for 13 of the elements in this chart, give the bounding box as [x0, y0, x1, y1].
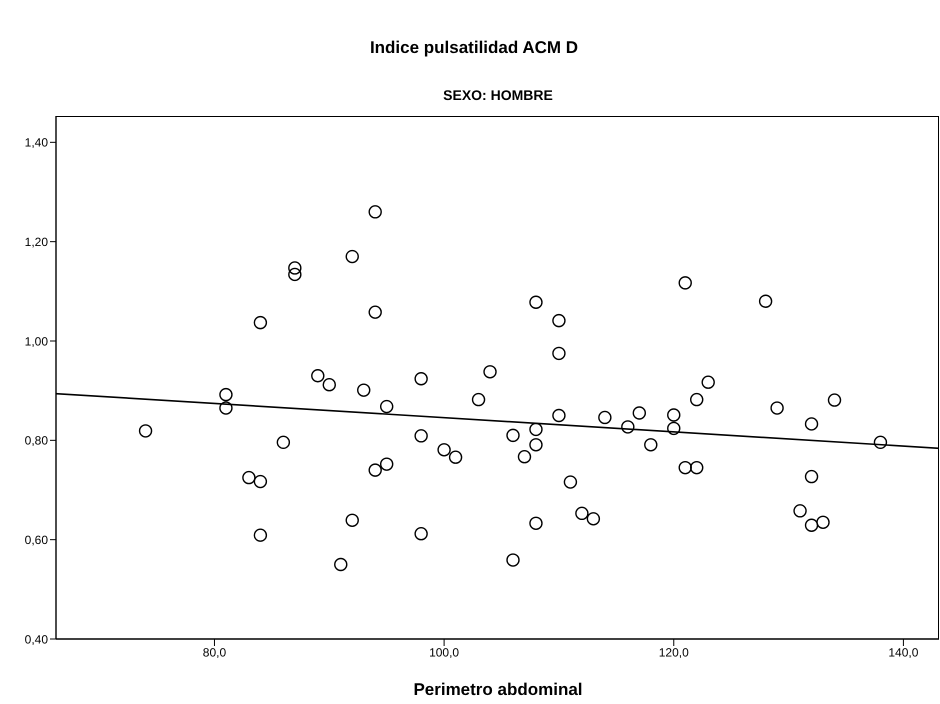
- y-tick-label: 1,40: [24, 136, 48, 150]
- chart-title: Indice pulsatilidad ACM D: [368, 38, 580, 58]
- chart-subtitle: SEXO: HOMBRE: [442, 87, 554, 103]
- x-tick-label: 100,0: [429, 646, 460, 660]
- y-tick-label: 0,60: [24, 532, 48, 547]
- x-tick-label: 140,0: [888, 646, 919, 660]
- y-tick-label: 1,00: [24, 334, 48, 348]
- y-tick-label: 0,40: [24, 632, 48, 646]
- x-tick-label: 80,0: [202, 646, 226, 660]
- y-tick-label: 0,80: [24, 434, 48, 448]
- x-tick-label: 120,0: [658, 646, 690, 660]
- x-axis-title: Perimetro abdominal: [412, 680, 584, 700]
- y-tick-label: 1,20: [24, 234, 48, 249]
